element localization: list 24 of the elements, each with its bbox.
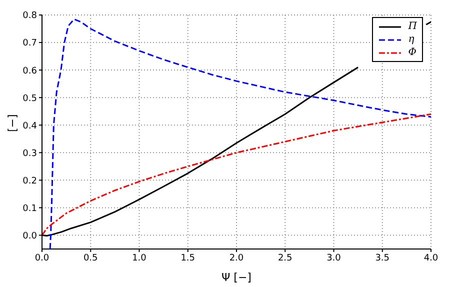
x-tick-label: 3.5 [375, 253, 390, 264]
y-tick-label: 0.6 [22, 66, 38, 76]
x-tick-label: 1.5 [180, 253, 196, 264]
x-tick-label: 3.0 [326, 253, 342, 264]
y-tick-label: 0.0 [22, 231, 38, 242]
x-tick-label: 0.5 [83, 253, 98, 264]
y-tick-label: 0.4 [22, 121, 38, 132]
y-tick-label: 0.2 [22, 176, 37, 186]
x-tick-label: 4.0 [424, 253, 438, 264]
y-tick-label: 0.3 [22, 148, 37, 159]
legend-label: Π [408, 21, 417, 32]
x-tick-label: 0.0 [34, 253, 50, 264]
x-axis-title: Ψ [−] [222, 271, 252, 284]
line-series [42, 113, 431, 236]
legend-label: η [408, 34, 414, 45]
y-tick-label: 0.7 [22, 38, 37, 49]
x-tick-label: 1.0 [132, 253, 147, 264]
x-tick-label: 2.0 [229, 253, 244, 264]
y-tick-label: 0.5 [22, 94, 37, 104]
y-axis-title: [−] [6, 114, 19, 132]
y-tick-label: 0.1 [22, 204, 37, 214]
x-tick-label: 2.5 [278, 253, 292, 264]
legend-label: Φ [408, 47, 416, 58]
y-tick-label: 0.8 [22, 11, 38, 22]
